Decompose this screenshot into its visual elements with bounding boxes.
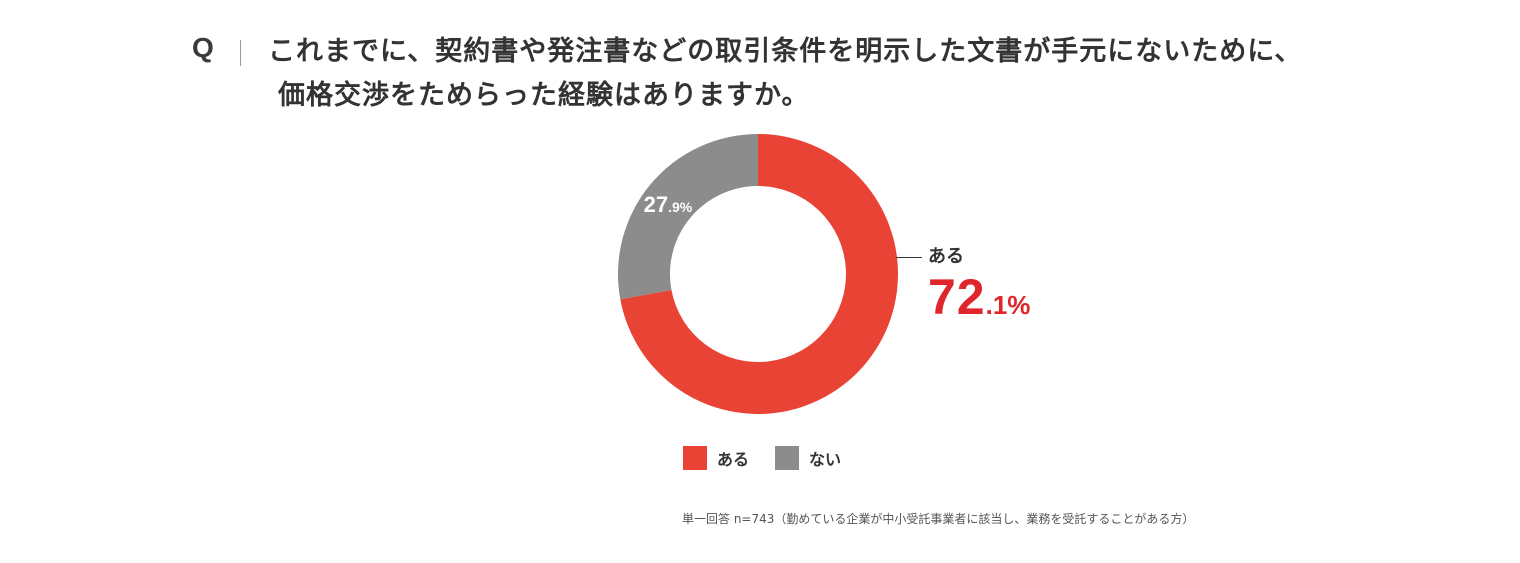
question-line-2: 価格交渉をためらった経験はありますか。 [278, 80, 810, 111]
legend-swatch-nai [775, 446, 800, 470]
callout-value: 72.1% [928, 268, 1030, 326]
donut-slice-0 [620, 134, 898, 414]
legend-label-nai: ない [809, 450, 842, 469]
callout-label: ある [928, 246, 964, 267]
question-text: これまでに、契約書や発注書などの取引条件を明示した文書が手元にないために、 価格… [268, 30, 1388, 118]
callout-value-int: 72 [928, 269, 986, 325]
donut-slice-1 [618, 134, 758, 300]
chart-legend: ある ない [683, 446, 867, 470]
legend-label-aru: ある [717, 450, 750, 469]
callout-leader-line [896, 257, 922, 258]
question-divider [240, 40, 241, 66]
slice-label-nai: 27.9% [644, 192, 693, 217]
question-line-1: これまでに、契約書や発注書などの取引条件を明示した文書が手元にないために、 [268, 36, 1303, 67]
footnote: 単一回答 n=743（勤めている企業が中小受託事業者に該当し、業務を受託すること… [682, 512, 1195, 526]
legend-item-aru: ある [683, 446, 749, 470]
callout-value-dec: .1% [985, 290, 1031, 320]
legend-item-nai: ない [775, 446, 841, 470]
legend-swatch-aru [683, 446, 707, 470]
question-marker: Q [192, 32, 214, 63]
